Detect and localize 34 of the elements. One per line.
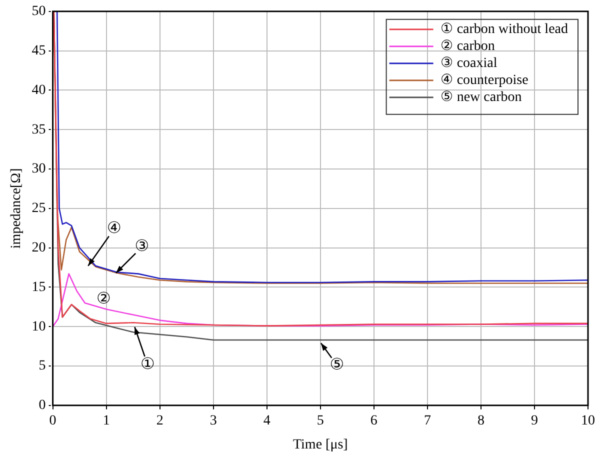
legend-label: ③ coaxial — [440, 56, 498, 72]
annotation: ① — [140, 354, 155, 374]
x-tick-label: 0 — [49, 413, 56, 428]
x-tick-label: 5 — [316, 413, 324, 428]
y-tick-label: 45 — [32, 43, 46, 58]
x-tick-label: 9 — [530, 413, 538, 428]
legend-label: ① carbon without lead — [440, 22, 568, 38]
y-tick-label: 25 — [32, 201, 46, 216]
y-tick-label: 50 — [32, 4, 46, 20]
y-tick-label: 20 — [32, 240, 46, 256]
y-tick-label: 30 — [32, 162, 46, 177]
x-tick-label: 4 — [263, 413, 270, 428]
x-tick-label: 1 — [102, 413, 110, 428]
y-tick-label: 0 — [38, 398, 46, 414]
x-axis-title: Time [μs] — [292, 437, 348, 452]
annotation: ⑤ — [330, 354, 344, 374]
annotation: ② — [96, 288, 111, 308]
y-tick-label: 10 — [32, 319, 46, 334]
y-tick-label: 35 — [32, 122, 46, 138]
y-tick-label: 40 — [32, 82, 46, 98]
annotation: ③ — [134, 236, 150, 256]
x-tick-label: 10 — [581, 413, 595, 428]
legend-label: ⑤ new carbon — [440, 90, 522, 106]
x-tick-label: 2 — [156, 413, 164, 428]
annotation: ④ — [106, 218, 122, 238]
legend-label: ② carbon — [440, 39, 495, 54]
legend-label: ④ counterpoise — [440, 73, 528, 88]
y-tick-label: 15 — [32, 280, 46, 295]
x-tick-label: 3 — [210, 413, 217, 428]
x-tick-label: 6 — [370, 413, 378, 428]
x-tick-label: 7 — [424, 413, 431, 428]
y-axis-title: impedance[Ω] — [9, 168, 24, 249]
y-tick-label: 5 — [38, 358, 46, 374]
x-tick-label: 8 — [477, 413, 484, 428]
